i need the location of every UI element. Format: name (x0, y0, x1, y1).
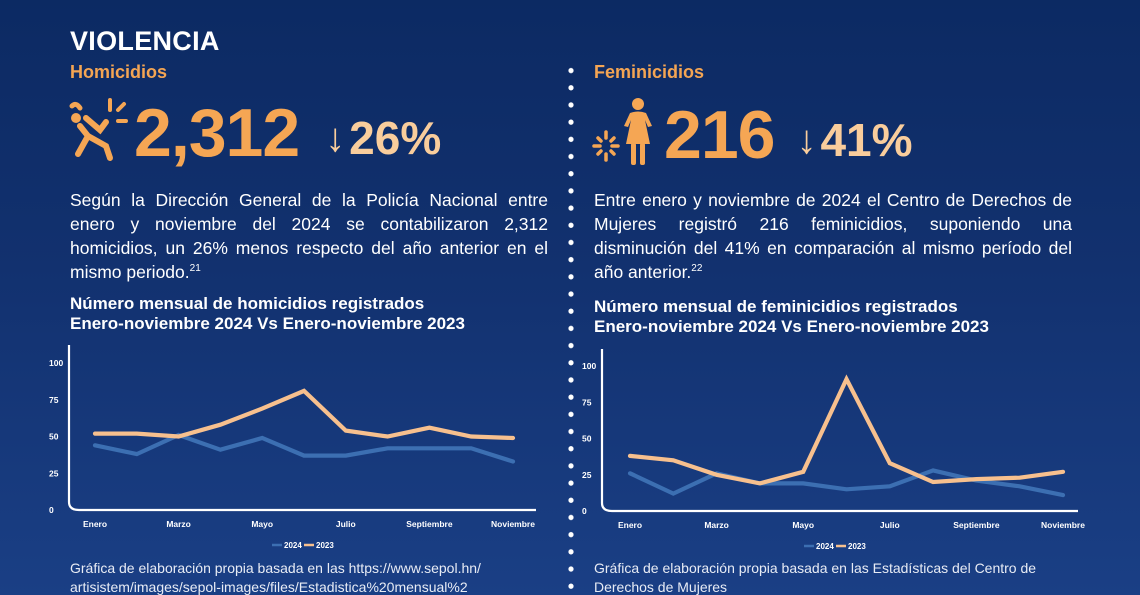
homicidios-line-chart: 0 25 50 75 100 Enero Marzo Mayo Julio Septiembre N… (49, 345, 536, 550)
section-title-feminicidios: Feminicidios (594, 62, 705, 82)
woman-burst-icon (590, 96, 660, 173)
chart-title-line2: Enero-noviembre 2024 Vs Enero-noviembre … (594, 317, 989, 336)
feminicidios-stat: 216 ↓ 41% (590, 96, 913, 173)
y-tick-label: 75 (582, 397, 592, 407)
homicidios-description-text: Según la Dirección General de la Policía… (70, 190, 548, 282)
chart-axis (600, 349, 1078, 513)
y-tick-label: 25 (49, 468, 59, 478)
x-tick-label: Marzo (704, 520, 729, 530)
homicidios-change: ↓ 26% (325, 115, 441, 161)
series-line-2024 (627, 468, 1066, 498)
legend-label-2023: 2023 (848, 542, 866, 551)
section-title-homicidios: Homicidios (70, 62, 168, 82)
feminicidios-total: 216 (664, 96, 775, 173)
feminicidios-chart-title: Número mensual de feminicidios registrad… (594, 297, 1074, 337)
homicidios-source: Gráfica de elaboración propia basada en … (70, 560, 481, 595)
x-tick-label: Mayo (792, 520, 814, 530)
y-tick-label: 100 (582, 361, 596, 371)
y-tick-label: 0 (582, 506, 587, 516)
series-line-2023 (627, 374, 1066, 486)
y-tick-label: 25 (582, 470, 592, 480)
y-tick-label: 50 (49, 432, 59, 442)
y-tick-label: 0 (49, 505, 54, 515)
x-tick-label: Noviembre (491, 519, 535, 529)
dotted-divider (568, 62, 574, 595)
x-tick-label: Enero (83, 519, 107, 529)
feminicidios-change: ↓ 41% (796, 117, 912, 163)
x-tick-label: Julio (880, 520, 900, 530)
down-arrow-icon: ↓ (325, 115, 346, 160)
chart-title-line1: Número mensual de homicidios registrados (70, 294, 425, 313)
footnote-ref: 21 (189, 263, 201, 275)
homicidios-stat: 2,312 ↓ 26% (66, 96, 441, 169)
feminicidios-description-text: Entre enero y noviembre de 2024 el Centr… (594, 190, 1072, 282)
x-tick-label: Septiembre (953, 520, 1000, 530)
x-tick-label: Enero (618, 520, 642, 530)
x-tick-label: Noviembre (1041, 520, 1085, 530)
chart-title-line2: Enero-noviembre 2024 Vs Enero-noviembre … (70, 314, 465, 333)
homicidios-chart-title: Número mensual de homicidios registrados… (70, 294, 550, 334)
homicidios-total: 2,312 (134, 94, 300, 171)
series-line-2023 (92, 388, 516, 441)
x-tick-label: Julio (336, 519, 356, 529)
legend-label-2023: 2023 (316, 541, 334, 550)
down-arrow-icon: ↓ (796, 117, 817, 162)
x-tick-label: Marzo (166, 519, 191, 529)
y-tick-label: 50 (582, 434, 592, 444)
page-title: VIOLENCIA (70, 26, 220, 56)
chart-title-line1: Número mensual de feminicidios registrad… (594, 297, 958, 316)
y-tick-label: 75 (49, 395, 59, 405)
feminicidios-description: Entre enero y noviembre de 2024 el Centr… (594, 188, 1072, 284)
feminicidios-change-pct: 41% (820, 113, 913, 166)
feminicidios-source: Gráfica de elaboración propia basada en … (594, 560, 1037, 595)
series-line-2024 (92, 432, 516, 464)
feminicidios-line-chart: 0 25 50 75 100 Enero Marzo Mayo Julio Septiembre N… (582, 349, 1085, 551)
x-tick-label: Mayo (251, 519, 273, 529)
y-tick-label: 100 (49, 358, 63, 368)
footnote-ref: 22 (691, 263, 703, 275)
x-tick-label: Septiembre (406, 519, 453, 529)
homicidios-description: Según la Dirección General de la Policía… (70, 188, 548, 284)
chart-axis (67, 345, 536, 512)
falling-person-icon (66, 96, 128, 169)
legend-label-2024: 2024 (284, 541, 302, 550)
legend-label-2024: 2024 (816, 542, 834, 551)
homicidios-change-pct: 26% (349, 111, 442, 164)
